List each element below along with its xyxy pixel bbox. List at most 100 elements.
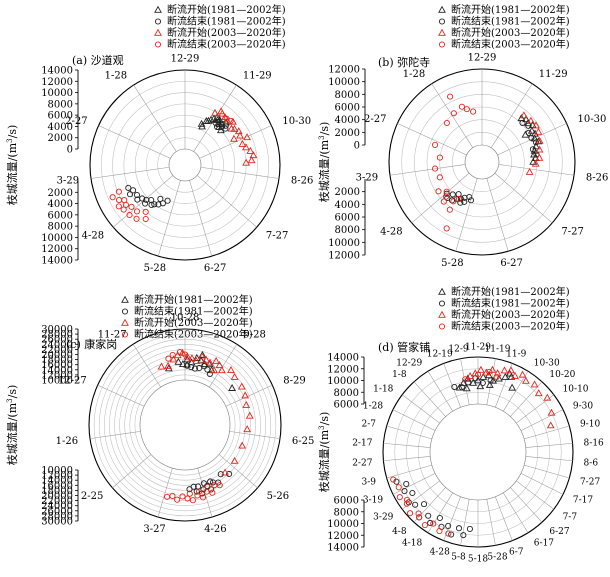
data-point <box>403 480 410 487</box>
angular-label: 10-30 <box>534 358 560 368</box>
y-axis-label-exp: 3 <box>6 138 14 142</box>
data-point <box>436 527 443 535</box>
data-point <box>446 206 453 213</box>
angular-label: 9-10 <box>580 419 600 429</box>
y-axis-label: 枝城流量/(m3/s) <box>317 412 331 493</box>
angular-label: 5-28 <box>487 553 507 563</box>
data-point <box>401 488 408 495</box>
data-point <box>435 188 442 195</box>
data-point <box>528 134 535 141</box>
series-4 <box>390 368 500 537</box>
data-point <box>485 380 494 388</box>
data-point <box>209 489 216 496</box>
series-2 <box>125 119 229 208</box>
angular-label: 12-29 <box>171 54 200 65</box>
data-point <box>247 156 256 164</box>
angular-label: 1-28 <box>105 70 127 81</box>
data-point <box>222 125 229 132</box>
tick-label: 14000 <box>327 353 359 364</box>
data-point <box>443 225 450 232</box>
data-point <box>215 361 224 369</box>
data-point <box>183 360 192 368</box>
legend-marker <box>154 41 162 48</box>
legend-marker <box>154 5 162 13</box>
tick-label: 2000 <box>335 128 360 139</box>
data-point <box>396 494 403 501</box>
legend-marker <box>154 28 162 36</box>
data-point <box>443 190 450 197</box>
grid-spoke <box>98 125 171 159</box>
grid-spoke <box>133 84 177 152</box>
grid-ring <box>139 379 231 471</box>
data-point <box>133 215 140 222</box>
data-point <box>461 194 468 201</box>
data-point <box>227 117 234 125</box>
legend-entry: 断流开始(2003—2020年) <box>451 308 570 321</box>
grid-spoke <box>516 394 554 424</box>
data-point <box>440 198 447 205</box>
legend-entry: 断流结束(1981—2002年) <box>134 305 253 318</box>
legend-entry: 断流开始(1981—2002年) <box>167 3 286 16</box>
data-point <box>184 495 191 502</box>
tick-label: 14000 <box>41 476 73 487</box>
data-point <box>525 129 532 136</box>
data-point <box>191 365 198 372</box>
data-point <box>246 146 255 154</box>
tick-label: 18000 <box>41 355 73 366</box>
data-point <box>420 501 428 508</box>
data-point <box>189 497 196 504</box>
tick-label: 10000 <box>328 238 360 249</box>
legend-entry: 断流结束(2003—2020年) <box>451 38 570 51</box>
radial-grid <box>382 356 574 548</box>
data-point <box>179 493 186 500</box>
data-point <box>521 376 530 384</box>
data-point <box>522 115 531 123</box>
legend-marker <box>121 318 129 326</box>
chart-title: (c) 康家岗 <box>66 337 117 351</box>
tick-label: 10000 <box>41 88 73 99</box>
data-point <box>202 355 211 363</box>
angular-label: 2-25 <box>81 491 103 502</box>
tick-label: 20000 <box>41 491 73 502</box>
grid-ring <box>124 364 246 486</box>
data-point <box>508 383 517 391</box>
angular-label: 8-16 <box>584 439 604 449</box>
tick-label: 4000 <box>48 199 73 210</box>
grid-spoke <box>510 381 543 417</box>
data-point <box>198 122 206 130</box>
angular-label: 2-27 <box>364 114 386 125</box>
angular-label: 10-30 <box>282 116 311 127</box>
polar-chart-2: 断流开始(1981—2002年)断流结束(1981—2002年)断流开始(200… <box>317 3 608 269</box>
data-point <box>217 471 224 478</box>
legend: 断流开始(1981—2002年)断流结束(1981—2002年)断流开始(200… <box>154 3 286 51</box>
tick-label: 22000 <box>41 496 73 507</box>
data-point <box>448 531 455 538</box>
data-point <box>421 522 428 529</box>
data-point <box>181 351 189 358</box>
data-point <box>211 108 219 116</box>
legend-entry: 断流开始(1981—2002年) <box>451 285 570 298</box>
angular-label: 7-27 <box>561 226 583 237</box>
data-point <box>165 355 172 362</box>
tick-label: 8000 <box>335 90 360 101</box>
grid-spoke <box>524 464 570 479</box>
grid-spoke <box>392 409 436 431</box>
y-axis-label-main: 枝城流量/(m <box>317 429 331 492</box>
angular-label: 12-29 <box>396 358 422 368</box>
data-point <box>534 127 543 135</box>
legend-marker <box>438 300 446 307</box>
angular-label: 9-28 <box>243 330 265 341</box>
data-point <box>493 373 500 380</box>
tick-label: 10000 <box>327 376 359 387</box>
data-point <box>133 191 141 199</box>
data-point <box>196 488 203 495</box>
data-point <box>507 366 515 374</box>
angular-label: 5-8 <box>451 553 466 563</box>
tick-label: 4000 <box>335 115 360 126</box>
tick-label: 26000 <box>41 506 73 517</box>
angular-label: 1-26 <box>56 436 78 447</box>
tick-label: 4000 <box>48 122 73 133</box>
data-point <box>218 123 226 130</box>
tick-label: 24000 <box>41 340 73 351</box>
data-point <box>443 119 450 127</box>
